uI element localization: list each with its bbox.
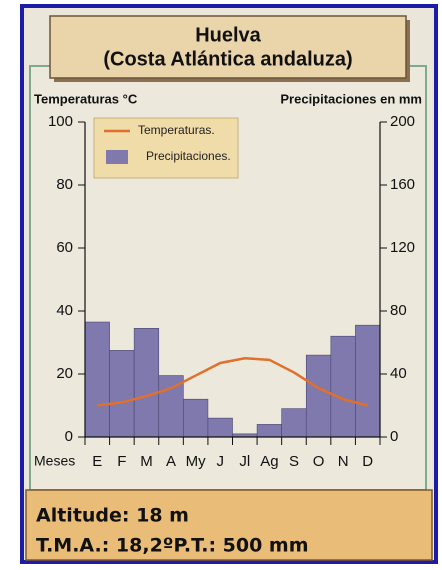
x-tick-label: A [166,453,176,470]
bar [330,335,356,438]
legend-swatch [106,150,128,164]
x-tick-label: S [289,453,299,470]
x-tick-label: My [186,453,206,470]
y2-tick-label: 120 [390,239,415,256]
bar [281,408,307,438]
x-tick-label: O [313,453,325,470]
altitude-note: Altitude: 18 m [36,505,189,527]
legend-box [93,117,239,179]
chart-title: Huelva [195,24,261,46]
x-tick-label: D [362,453,373,470]
climate-summary: T.M.A.: 18,2ºP.T.: 500 mm [36,535,309,557]
info-box [25,489,433,561]
y-tick-label: 60 [56,239,73,256]
x-tick-label: E [92,453,102,470]
y2-tick-label: 40 [390,365,407,382]
bar [355,324,381,438]
y2-tick-label: 160 [390,176,415,193]
legend-label: Precipitaciones. [146,149,231,163]
y2-tick-label: 200 [390,113,415,130]
y2-tick-label: 80 [390,302,407,319]
title-box [49,15,407,79]
bar [207,417,233,438]
y-tick-label: 0 [65,428,73,445]
x-tick-label: J [216,453,224,470]
y2-tick-label: 0 [390,428,398,445]
bar [256,424,282,438]
bar [133,328,160,438]
chart-subtitle: (Costa Atlántica andaluza) [103,48,352,70]
bar [305,354,332,438]
x-tick-label: Jl [239,453,250,470]
bar [109,350,135,438]
y-tick-label: 100 [48,113,73,130]
x-tick-label: F [117,453,126,470]
bar [183,398,209,438]
x-tick-label: M [140,453,153,470]
x-axis-title: Meses [34,453,75,469]
legend-label: Temperaturas. [138,123,215,137]
x-tick-label: Ag [260,453,278,470]
y-tick-label: 40 [56,302,73,319]
temperature-line [97,357,369,407]
bar [84,321,110,438]
y2-axis-title: Precipitaciones en mm [280,91,422,106]
y-tick-label: 80 [56,176,73,193]
y-axis-title: Temperaturas °C [34,91,138,106]
y-tick-label: 20 [56,365,73,382]
x-tick-label: N [338,453,349,470]
